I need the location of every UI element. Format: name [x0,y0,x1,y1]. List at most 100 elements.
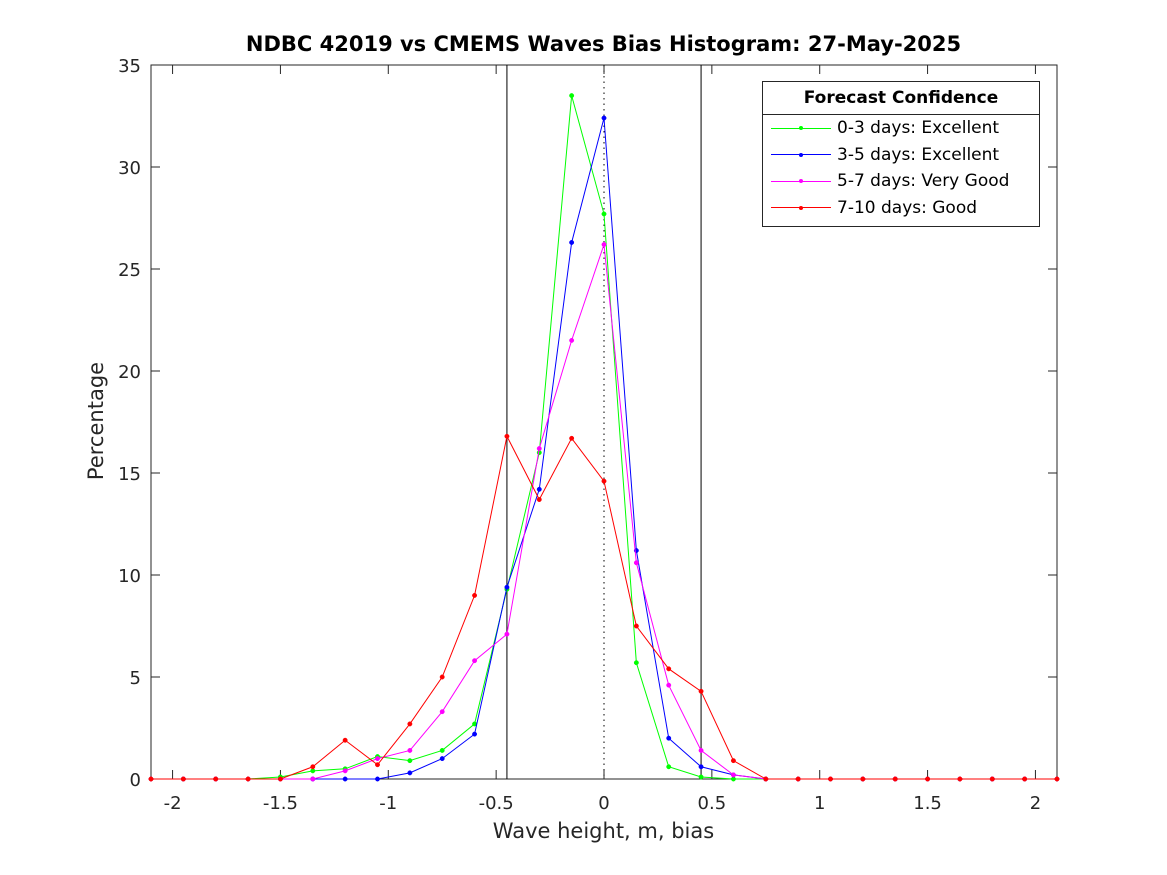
series-point-3 [633,623,639,629]
series-point-0 [698,774,704,780]
series-point-3 [213,776,219,782]
series-point-1 [375,776,380,782]
y-tick-label: 5 [130,668,141,689]
series-point-3 [666,666,672,672]
series-point-1 [472,731,478,737]
series-point-3 [472,592,478,598]
y-tick-label: 15 [118,464,141,485]
legend-item-7-10-days: 7-10 days: Good [763,195,1039,222]
series-point-3 [310,764,316,770]
series-point-3 [277,776,283,782]
x-tick-label: -0.5 [479,793,514,814]
legend-item-0-3-days: 0-3 days: Excellent [763,115,1039,142]
y-axis-label: Percentage [84,361,108,481]
legend-label-0-3-days: 0-3 days: Excellent [837,118,1000,139]
series-point-0 [407,758,413,764]
series-point-1 [407,770,413,776]
series-point-1 [698,764,704,770]
series-point-0 [439,747,445,753]
series-point-3 [957,776,963,782]
legend-swatch-0-3-days [771,115,831,141]
series-point-3 [342,737,348,743]
series-point-2 [504,631,510,637]
series-point-2 [310,776,316,782]
series-point-2 [569,337,575,343]
x-tick-label: -1 [379,793,397,814]
series-point-2 [439,709,445,715]
series-point-3 [601,478,607,484]
x-tick-label: 1.5 [913,793,942,814]
series-point-2 [666,682,672,688]
legend: Forecast Confidence 0-3 days: Excellent … [762,81,1040,227]
series-point-3 [828,776,833,782]
series-point-3 [1054,776,1060,782]
legend-item-3-5-days: 3-5 days: Excellent [763,142,1039,169]
series-point-3 [439,674,445,680]
series-point-3 [407,721,413,727]
series-point-3 [245,776,251,782]
x-axis-label: Wave height, m, bias [492,819,715,843]
series-point-3 [763,776,769,782]
series-point-1 [536,486,542,492]
series-point-0 [601,211,607,217]
x-tick-label: -1.5 [263,793,298,814]
series-point-3 [569,435,575,441]
legend-label-7-10-days: 7-10 days: Good [837,197,978,218]
x-tick-label: 0.5 [698,793,727,814]
series-point-1 [569,240,575,245]
series-point-3 [1022,776,1028,782]
legend-item-5-7-days: 5-7 days: Very Good [763,168,1039,195]
series-line-3 [151,434,1057,780]
chart-title: NDBC 42019 vs CMEMS Waves Bias Histogram… [245,32,962,56]
series-point-2 [698,747,704,753]
series-point-1 [666,735,672,741]
series-point-3 [698,688,704,694]
series-point-2 [536,446,542,451]
series-point-3 [180,776,186,782]
series-point-3 [892,776,898,782]
series-point-3 [536,497,542,502]
series-point-2 [601,242,607,247]
series-point-0 [569,93,575,99]
series-point-3 [989,776,995,782]
legend-swatch-5-7-days [771,168,831,194]
y-tick-label: 0 [130,770,141,791]
series-point-3 [504,433,510,439]
y-tick-label: 25 [118,260,141,281]
series-point-3 [730,758,736,764]
series-point-0 [666,764,672,770]
series-point-2 [633,560,639,566]
series-point-3 [375,762,380,768]
y-tick-label: 10 [118,566,141,587]
series-point-0 [310,768,316,774]
series-point-2 [730,772,736,778]
series-point-3 [795,776,801,782]
series-point-3 [925,776,931,782]
legend-label-5-7-days: 5-7 days: Very Good [837,171,1010,192]
series-point-2 [407,747,413,753]
legend-title: Forecast Confidence [763,82,1039,115]
x-tick-label: 1 [814,793,825,814]
series-point-2 [472,658,478,664]
series-point-3 [148,776,154,782]
legend-label-3-5-days: 3-5 days: Excellent [837,144,1000,165]
x-tick-label: 2 [1030,793,1041,814]
legend-swatch-3-5-days [771,142,831,168]
series-point-1 [439,756,445,762]
x-tick-label: 0 [598,793,609,814]
series-point-0 [633,660,639,666]
series-point-1 [504,584,510,590]
series-point-3 [860,776,866,782]
series-point-1 [601,115,607,121]
y-tick-label: 35 [118,56,141,77]
y-tick-label: 20 [118,362,141,383]
x-tick-label: -2 [164,793,182,814]
y-tick-label: 30 [118,158,141,179]
series-point-1 [342,776,348,782]
series-point-0 [730,776,736,782]
legend-swatch-7-10-days [771,195,831,221]
series-point-2 [342,768,348,774]
series-point-2 [375,756,380,762]
